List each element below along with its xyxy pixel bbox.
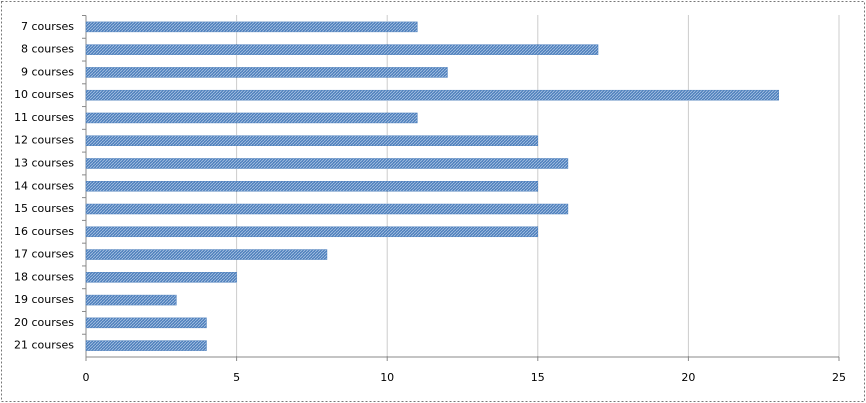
bar [85, 340, 207, 351]
x-tick-label: 20 [681, 371, 695, 384]
y-tick-label: 9 courses [21, 65, 74, 78]
y-tick-label: 15 courses [14, 202, 74, 215]
y-tick-label: 20 courses [14, 316, 74, 329]
bar [85, 317, 207, 329]
bar [85, 181, 539, 192]
bar [85, 226, 539, 238]
bar [85, 89, 780, 101]
bar [85, 44, 599, 55]
bar [85, 203, 569, 215]
y-tick-label: 21 courses [14, 339, 74, 352]
y-tick-label: 11 courses [14, 111, 74, 124]
y-tick-label: 10 courses [14, 88, 74, 101]
y-tick-label: 8 courses [21, 43, 74, 56]
bar [85, 249, 328, 260]
y-tick-label: 13 courses [14, 156, 74, 169]
bar [85, 294, 177, 306]
y-tick-label: 12 courses [14, 134, 74, 147]
x-tick-label: 5 [233, 371, 240, 384]
y-tick-label: 7 courses [21, 20, 74, 33]
x-tick-label: 15 [531, 371, 545, 384]
y-tick-label: 14 courses [14, 179, 74, 192]
bar [85, 158, 569, 169]
y-tick-label: 18 courses [14, 270, 74, 283]
y-tick-label: 16 courses [14, 225, 74, 238]
bar [85, 21, 418, 33]
x-tick-label: 0 [83, 371, 90, 384]
bar [85, 112, 418, 124]
bar [85, 135, 539, 146]
y-tick-label: 17 courses [14, 248, 74, 261]
x-tick-label: 25 [832, 371, 846, 384]
bar [85, 67, 448, 78]
x-tick-label: 10 [380, 371, 394, 384]
y-tick-label: 19 courses [14, 293, 74, 306]
bar [85, 272, 237, 283]
